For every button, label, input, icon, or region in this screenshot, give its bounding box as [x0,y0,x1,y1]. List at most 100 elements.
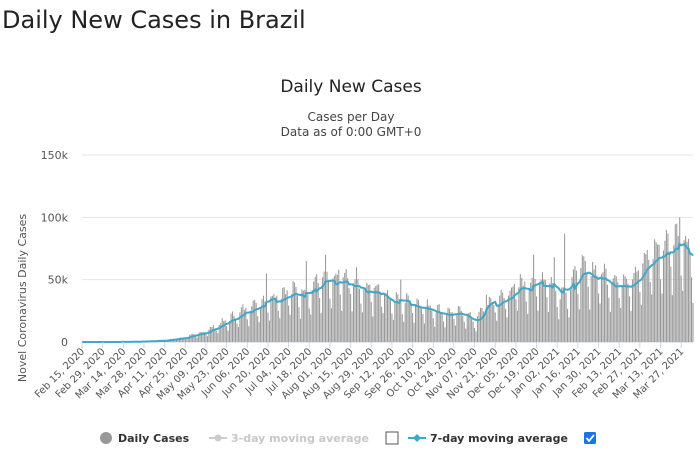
bar [690,277,693,342]
bar [203,332,206,342]
bar [302,290,304,342]
bar [285,293,287,342]
bar [401,314,403,342]
bar [274,297,276,342]
bar [410,305,412,342]
bar [441,312,443,342]
bar [386,290,389,342]
bar [429,305,431,342]
bar [336,274,338,342]
bar [229,321,231,342]
y-axis-ticks: 0 50k 100k 150k [41,149,69,349]
bar [220,323,222,342]
bar [243,309,245,342]
bar [298,307,300,342]
bar [342,277,344,342]
bar [196,337,198,342]
bar [448,308,451,342]
bar [460,311,462,342]
bar [633,273,635,342]
bar [326,271,328,342]
bar [271,295,273,342]
bar [373,287,375,342]
bar [679,217,681,342]
bar [453,318,455,342]
bar [484,316,486,342]
bar [680,275,682,342]
bar [293,282,296,342]
bar [500,289,502,342]
bar [472,321,474,342]
bar [488,296,490,342]
bar [291,294,293,342]
bar [617,282,619,342]
legend-label-3-day[interactable]: 3-day moving average [231,432,369,445]
bar [322,277,324,342]
bar [233,315,235,342]
bar [677,236,679,342]
bar [419,305,421,342]
bar [657,244,659,342]
bar [232,311,234,342]
bar [516,310,518,342]
bar [333,275,335,342]
bar [550,276,552,342]
bar [571,277,573,342]
bar [602,272,604,342]
bar [258,322,260,342]
bar [640,304,642,342]
moving-average-series [82,242,694,343]
bar [428,305,430,342]
page-title: Daily New Cases in Brazil [2,6,306,34]
bar [260,306,262,342]
y-tick-label: 150k [41,149,69,162]
bar [595,265,597,342]
bar [494,312,496,342]
bar [651,294,653,342]
bar [254,299,256,342]
bar [437,304,439,342]
bar [242,304,244,342]
bar-series [82,217,694,342]
legend-marker-daily-cases[interactable] [100,432,112,444]
bar [444,327,446,342]
bar [631,279,634,342]
bar [174,339,176,342]
checkbox-3-day[interactable] [385,431,399,445]
bar [482,311,484,342]
bar [236,323,238,342]
bar [316,274,318,342]
bar [262,295,265,342]
bar [623,274,625,342]
bar [540,279,542,342]
bar [252,300,254,342]
bar [528,288,530,342]
bar [593,269,595,342]
bar [469,312,471,342]
bar [525,301,527,342]
bar [454,325,456,342]
legend-marker-3-day[interactable] [214,434,222,442]
legend-label-daily-cases[interactable]: Daily Cases [118,432,190,445]
bar [404,302,406,342]
bar [438,304,440,342]
bar [565,292,567,342]
bar [584,260,586,342]
checkbox-7-day[interactable] [584,432,596,444]
bar [350,294,352,342]
legend-marker-7-day[interactable] [413,434,421,442]
bar [543,279,545,342]
bar [181,337,183,342]
y-tick-label: 100k [41,211,69,224]
bar [239,312,241,342]
bar [227,330,229,342]
bar [491,302,493,342]
bar [487,304,489,342]
bar [391,313,393,342]
bar [547,311,549,342]
bar [320,312,322,342]
bar [685,235,687,342]
bar [581,255,583,342]
legend-label-7-day[interactable]: 7-day moving average [430,432,568,445]
bar [447,307,449,342]
